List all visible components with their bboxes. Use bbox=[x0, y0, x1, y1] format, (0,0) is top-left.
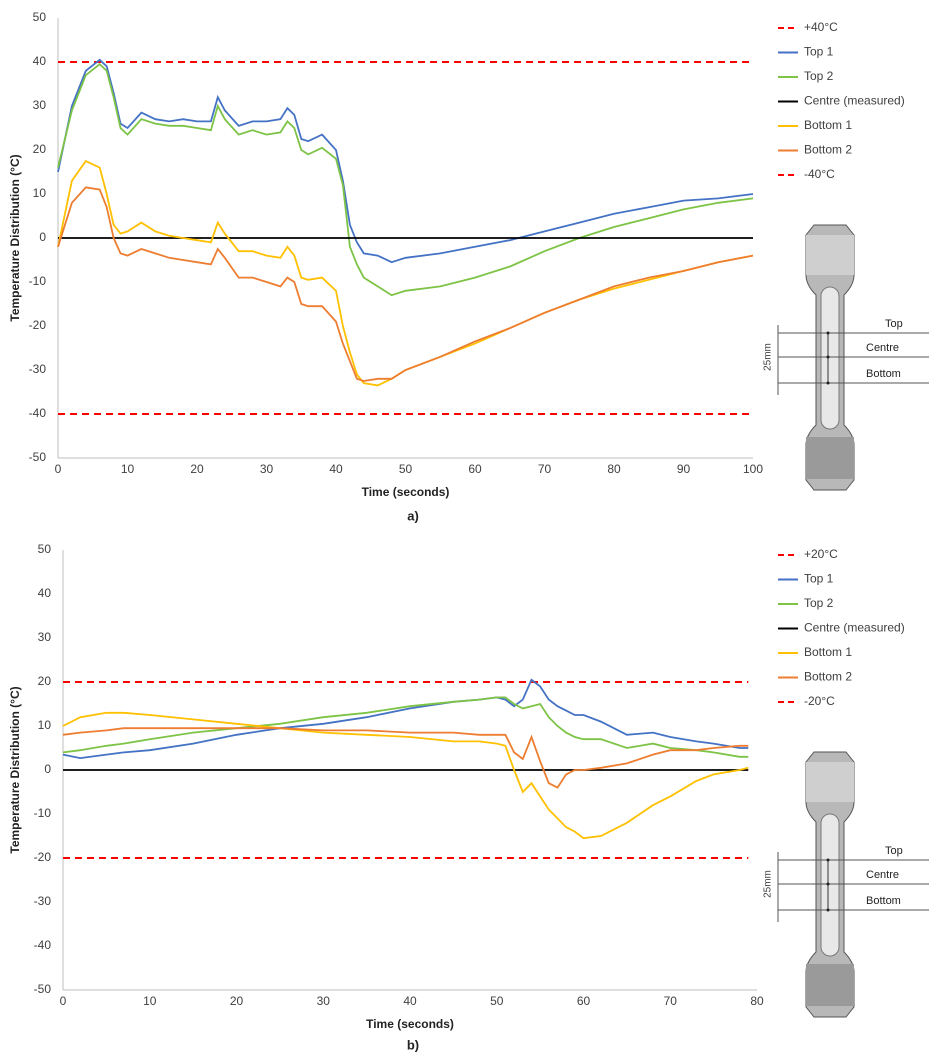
position-label: Bottom bbox=[866, 895, 901, 907]
y-tick-label: -50 bbox=[29, 450, 47, 464]
x-tick-label: 90 bbox=[677, 462, 691, 476]
series-line bbox=[57, 186, 754, 382]
probe-point bbox=[826, 381, 830, 385]
position-label: Bottom bbox=[866, 368, 901, 380]
probe-point bbox=[826, 908, 830, 912]
specimen-slot bbox=[820, 286, 840, 430]
x-tick-label: 70 bbox=[664, 994, 678, 1008]
probe-point bbox=[826, 331, 830, 335]
x-axis-label: Time (seconds) bbox=[362, 485, 450, 499]
legend-label: Bottom 2 bbox=[804, 143, 852, 157]
x-tick-label: 10 bbox=[121, 462, 135, 476]
x-tick-label: 60 bbox=[577, 994, 591, 1008]
y-tick-label: 40 bbox=[33, 54, 47, 68]
specimen-band bbox=[806, 762, 854, 802]
x-tick-label: 40 bbox=[329, 462, 343, 476]
legend-label: -20°C bbox=[804, 694, 835, 708]
y-tick-label: -30 bbox=[29, 362, 47, 376]
y-tick-label: -50 bbox=[34, 982, 52, 996]
legend-label: Centre (measured) bbox=[804, 621, 905, 635]
specimen-slot bbox=[820, 813, 840, 957]
series-line bbox=[57, 63, 754, 297]
x-tick-label: 0 bbox=[55, 462, 62, 476]
position-label: Centre bbox=[866, 869, 899, 881]
legend-label: Top 1 bbox=[804, 45, 834, 59]
x-tick-label: 70 bbox=[538, 462, 552, 476]
y-tick-label: -40 bbox=[34, 938, 52, 952]
y-tick-label: 0 bbox=[44, 762, 51, 776]
y-tick-label: -20 bbox=[34, 850, 52, 864]
y-tick-label: -30 bbox=[34, 894, 52, 908]
series-line bbox=[57, 159, 754, 387]
x-tick-label: 50 bbox=[399, 462, 413, 476]
y-tick-label: 30 bbox=[33, 98, 47, 112]
y-tick-label: -40 bbox=[29, 406, 47, 420]
legend-label: -40°C bbox=[804, 167, 835, 181]
y-tick-label: 50 bbox=[33, 10, 47, 24]
y-tick-label: 10 bbox=[38, 718, 52, 732]
specimen-band bbox=[806, 235, 854, 275]
position-label: Centre bbox=[866, 342, 899, 354]
x-tick-label: 60 bbox=[468, 462, 482, 476]
probe-point bbox=[826, 355, 830, 359]
x-axis-label: Time (seconds) bbox=[366, 1017, 454, 1031]
y-axis-label: Temperature Distribution (°C) bbox=[8, 154, 22, 321]
series-line bbox=[57, 58, 754, 264]
legend-label: +20°C bbox=[804, 547, 838, 561]
series-line bbox=[62, 727, 749, 789]
y-tick-label: 50 bbox=[38, 542, 52, 556]
y-tick-label: 20 bbox=[38, 674, 52, 688]
y-tick-label: 20 bbox=[33, 142, 47, 156]
x-tick-label: 50 bbox=[490, 994, 504, 1008]
legend-label: Top 1 bbox=[804, 572, 834, 586]
position-label: Top bbox=[885, 845, 903, 857]
x-tick-label: 30 bbox=[260, 462, 274, 476]
series-line bbox=[62, 711, 749, 840]
y-tick-label: 10 bbox=[33, 186, 47, 200]
legend-label: Bottom 1 bbox=[804, 118, 852, 132]
chart: -50 -40 -30 -20 -10 0 10 20 30 40 50 0 10 20 30 40 50 60 7… bbox=[8, 10, 929, 523]
x-tick-label: 80 bbox=[750, 994, 764, 1008]
specimen-band bbox=[806, 964, 854, 1006]
legend-label: Top 2 bbox=[804, 596, 834, 610]
x-tick-label: 80 bbox=[607, 462, 621, 476]
x-tick-label: 10 bbox=[143, 994, 157, 1008]
y-tick-label: 0 bbox=[39, 230, 46, 244]
legend-label: Bottom 2 bbox=[804, 670, 852, 684]
x-tick-label: 0 bbox=[60, 994, 67, 1008]
length-label: 25mm bbox=[763, 343, 774, 371]
caption: a) bbox=[407, 508, 419, 523]
legend-label: +40°C bbox=[804, 20, 838, 34]
probe-point bbox=[826, 882, 830, 886]
x-tick-label: 30 bbox=[317, 994, 331, 1008]
probe-point bbox=[826, 858, 830, 862]
x-tick-label: 20 bbox=[190, 462, 204, 476]
series-line bbox=[62, 678, 749, 760]
y-tick-label: -10 bbox=[34, 806, 52, 820]
x-tick-label: 100 bbox=[743, 462, 763, 476]
caption: b) bbox=[407, 1037, 419, 1052]
legend-label: Bottom 1 bbox=[804, 645, 852, 659]
y-tick-label: -10 bbox=[29, 274, 47, 288]
y-axis-label: Temperature Distribution (°C) bbox=[8, 686, 22, 853]
position-label: Top bbox=[885, 318, 903, 330]
y-tick-label: -20 bbox=[29, 318, 47, 332]
x-tick-label: 40 bbox=[403, 994, 417, 1008]
y-tick-label: 30 bbox=[38, 630, 52, 644]
length-label: 25mm bbox=[763, 870, 774, 898]
chart: -50 -40 -30 -20 -10 0 10 20 30 40 50 0 10 20 30 40 50 60 7… bbox=[8, 542, 929, 1052]
specimen-band bbox=[806, 437, 854, 479]
series-line bbox=[62, 696, 749, 758]
x-tick-label: 20 bbox=[230, 994, 244, 1008]
legend-label: Centre (measured) bbox=[804, 94, 905, 108]
legend-label: Top 2 bbox=[804, 69, 834, 83]
y-tick-label: 40 bbox=[38, 586, 52, 600]
